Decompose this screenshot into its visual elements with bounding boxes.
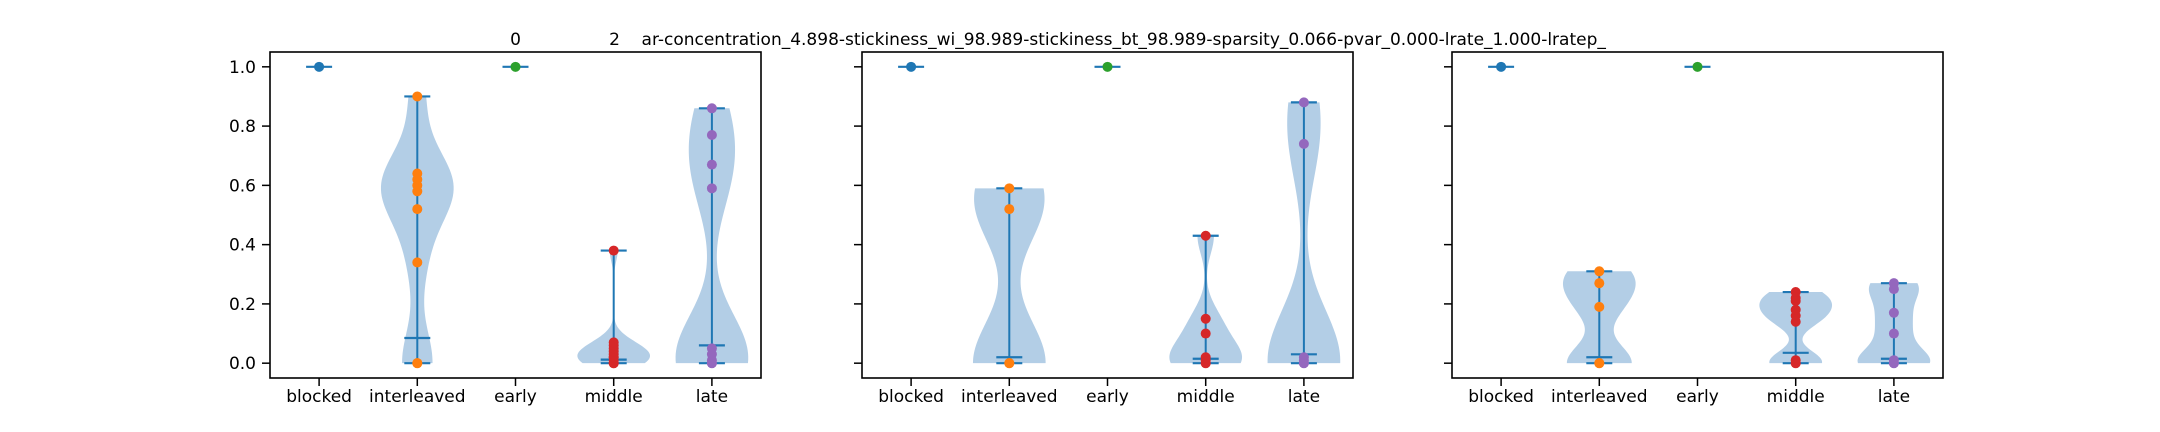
data-point [608, 337, 619, 348]
data-point [1888, 307, 1899, 318]
violin-group-late [1267, 97, 1341, 369]
data-point [1888, 278, 1899, 289]
x-tick-label: middle [585, 387, 643, 407]
y-tick-label: 0.0 [229, 354, 256, 374]
x-tick-label: early [494, 387, 537, 407]
violin-group-blocked [1488, 61, 1515, 72]
data-point [1790, 355, 1801, 366]
data-point [1200, 328, 1211, 339]
data-point [706, 103, 717, 114]
x-tick-label: late [1288, 387, 1320, 407]
y-tick-label: 0.2 [229, 295, 256, 315]
violin-group-middle [577, 245, 651, 369]
data-point [412, 91, 423, 102]
data-point [1790, 287, 1801, 298]
y-tick-label: 0.6 [229, 176, 256, 196]
data-point [1594, 358, 1605, 369]
data-point [706, 183, 717, 194]
violin-group-blocked [898, 61, 925, 72]
axes-frame [269, 51, 762, 379]
data-point [706, 129, 717, 140]
violin-group-interleaved [380, 91, 454, 369]
data-point [412, 204, 423, 215]
x-tick-label: early [1676, 387, 1719, 407]
data-point [1790, 304, 1801, 315]
data-point [1004, 183, 1015, 194]
x-tick-label: late [696, 387, 728, 407]
x-tick-label: early [1086, 387, 1129, 407]
data-point [1594, 266, 1605, 277]
data-point [1004, 204, 1015, 215]
x-tick-label: blocked [286, 387, 352, 407]
violin-group-early [502, 61, 529, 72]
data-point [1594, 278, 1605, 289]
data-point [510, 61, 521, 72]
violin-group-interleaved [972, 183, 1046, 369]
data-point [1496, 61, 1507, 72]
violin-group-early [1684, 61, 1711, 72]
data-point [1888, 328, 1899, 339]
axes-frame [1451, 51, 1944, 379]
x-tick-label: interleaved [961, 387, 1058, 407]
data-point [412, 358, 423, 369]
data-point [412, 257, 423, 268]
panel-title: 2 ar-concentration_4.898-stickiness_wi_9… [609, 30, 1606, 50]
data-point [608, 245, 619, 256]
data-point [1200, 313, 1211, 324]
violin-group-late [675, 103, 749, 369]
axes-frame [861, 51, 1354, 379]
data-point [1102, 61, 1113, 72]
data-point [1200, 352, 1211, 363]
panel-2: blocked interleaved early middle late [1444, 51, 1944, 407]
data-point [1594, 301, 1605, 312]
data-point [412, 168, 423, 179]
violin-group-blocked [306, 61, 333, 72]
data-point [1200, 230, 1211, 241]
violin-group-early [1094, 61, 1121, 72]
data-point [1004, 358, 1015, 369]
violin-group-middle [1169, 230, 1243, 369]
violin-group-middle [1759, 287, 1833, 369]
data-point [314, 61, 325, 72]
y-tick-label: 0.4 [229, 236, 256, 256]
x-tick-label: blocked [1468, 387, 1534, 407]
x-tick-label: middle [1177, 387, 1235, 407]
panel-1: 2 ar-concentration_4.898-stickiness_wi_9… [609, 30, 1606, 407]
violin-group-late [1857, 278, 1931, 369]
data-point [1298, 352, 1309, 363]
data-point [1298, 138, 1309, 149]
x-tick-label: interleaved [369, 387, 466, 407]
violin-group-interleaved [1562, 266, 1636, 369]
y-tick-label: 1.0 [229, 58, 256, 78]
x-tick-label: middle [1767, 387, 1825, 407]
data-point [1888, 355, 1899, 366]
data-point [706, 159, 717, 170]
x-tick-label: blocked [878, 387, 944, 407]
x-tick-label: interleaved [1551, 387, 1648, 407]
data-point [1692, 61, 1703, 72]
data-point [906, 61, 917, 72]
panel-0: 0 0.0 0.2 0.4 0.6 0.8 1.0 blocked interleaved ear… [229, 30, 762, 407]
x-tick-label: late [1878, 387, 1910, 407]
panel-title: 0 [510, 30, 521, 50]
data-point [706, 343, 717, 354]
data-point [1298, 97, 1309, 108]
y-tick-label: 0.8 [229, 117, 256, 137]
